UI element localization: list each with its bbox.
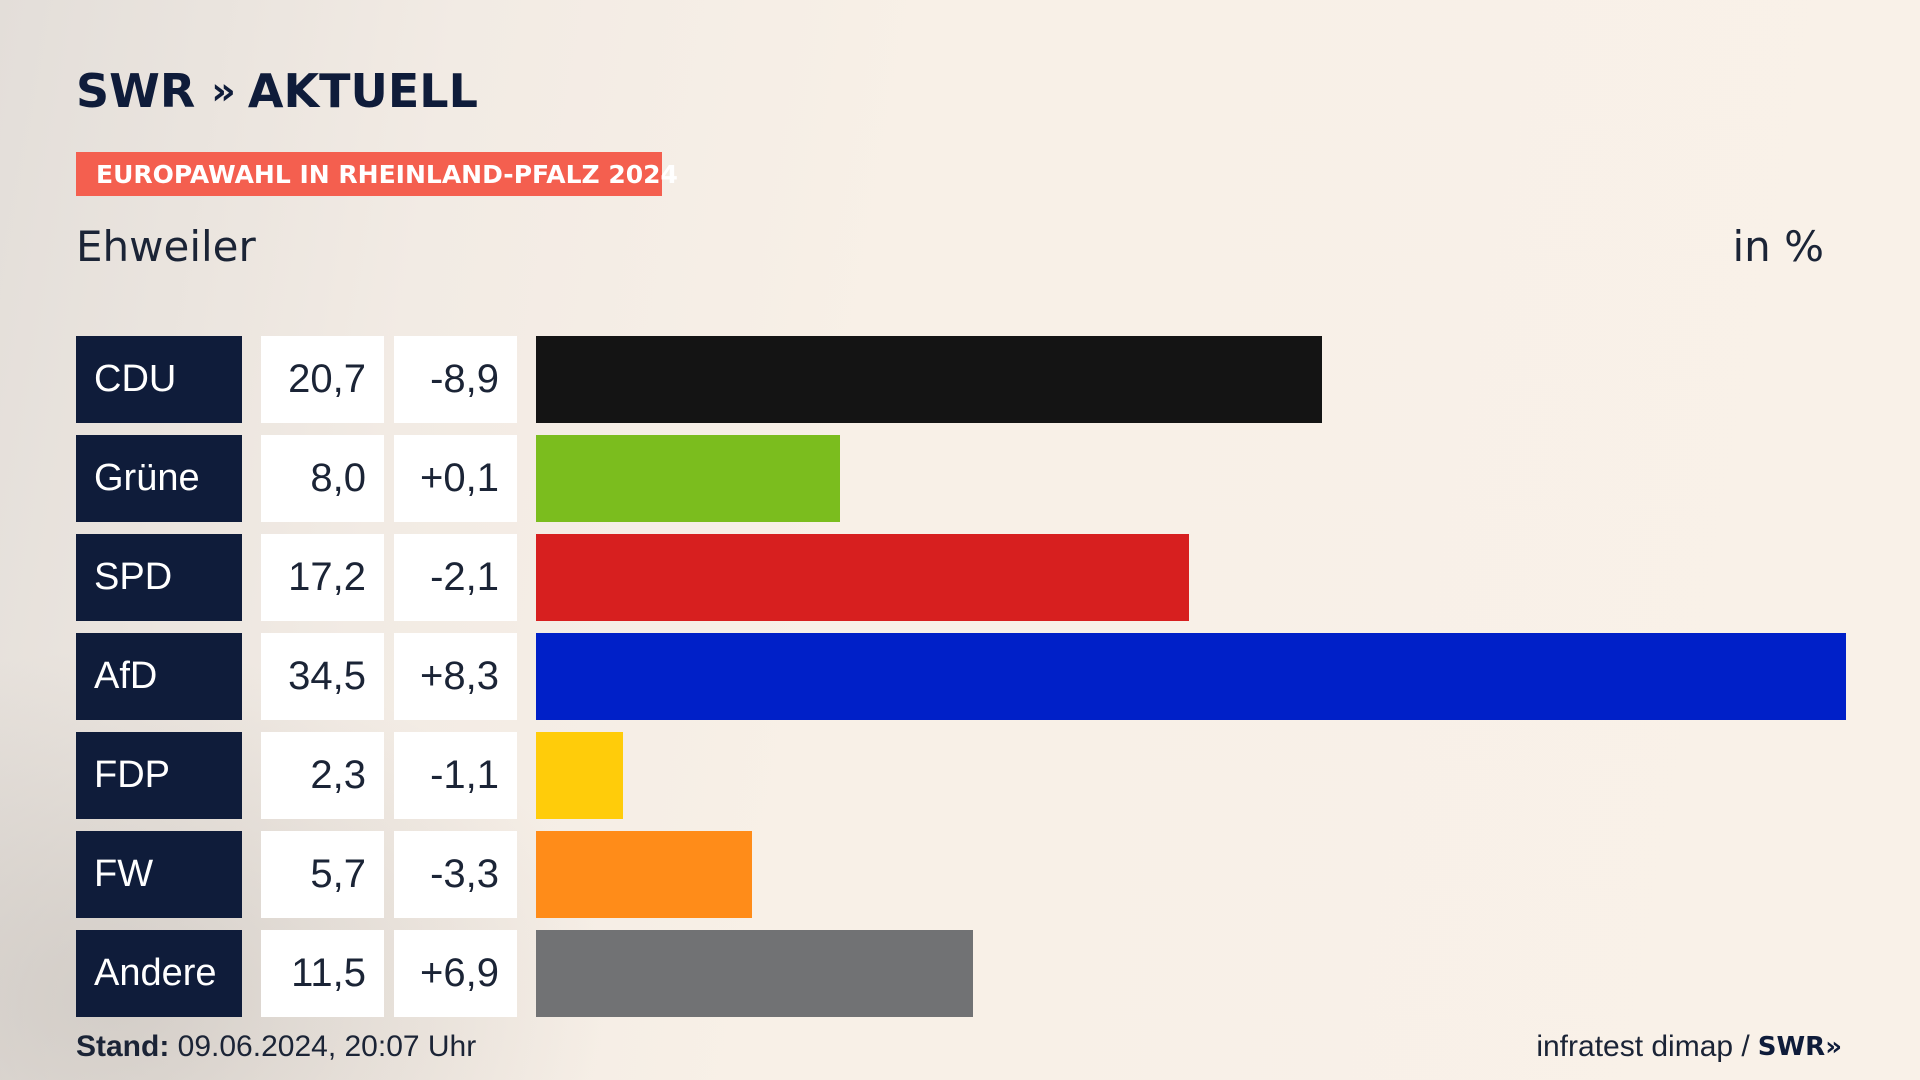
vote-share-bar: [536, 534, 1189, 621]
vote-share-bar: [536, 435, 840, 522]
logo-swr-text: SWR: [76, 64, 196, 118]
vote-share-value: 8,0: [261, 435, 384, 522]
party-row: SPD 17,2 -2,1: [76, 534, 1846, 621]
vote-share-bar: [536, 732, 623, 819]
vote-share-value: 2,3: [261, 732, 384, 819]
vote-share-value: 5,7: [261, 831, 384, 918]
vote-change-value: +0,1: [394, 435, 517, 522]
party-label: FW: [76, 831, 242, 918]
party-label: Grüne: [76, 435, 242, 522]
vote-change-value: +6,9: [394, 930, 517, 1017]
party-row: Grüne 8,0 +0,1: [76, 435, 1846, 522]
swr-mini-logo: SWR»: [1757, 1032, 1842, 1062]
swr-aktuell-logo: SWR » AKTUELL: [76, 64, 478, 118]
vote-change-value: -2,1: [394, 534, 517, 621]
vote-share-bar: [536, 336, 1322, 423]
party-row: FDP 2,3 -1,1: [76, 732, 1846, 819]
vote-change-value: -8,9: [394, 336, 517, 423]
stand-label: Stand:: [76, 1030, 170, 1063]
party-row: FW 5,7 -3,3: [76, 831, 1846, 918]
logo-chevron-icon: »: [211, 69, 235, 113]
election-tag: EUROPAWAHL IN RHEINLAND-PFALZ 2024: [76, 152, 678, 196]
vote-change-value: +8,3: [394, 633, 517, 720]
party-label: FDP: [76, 732, 242, 819]
vote-share-value: 17,2: [261, 534, 384, 621]
vote-share-bar: [536, 633, 1846, 720]
vote-share-value: 11,5: [261, 930, 384, 1017]
party-row: CDU 20,7 -8,9: [76, 336, 1846, 423]
timestamp: Stand: 09.06.2024, 20:07 Uhr: [76, 1030, 476, 1064]
party-label: CDU: [76, 336, 242, 423]
unit-label: in %: [1732, 222, 1824, 271]
stand-value: 09.06.2024, 20:07 Uhr: [177, 1030, 477, 1063]
party-label: AfD: [76, 633, 242, 720]
vote-share-value: 20,7: [261, 336, 384, 423]
party-row: AfD 34,5 +8,3: [76, 633, 1846, 720]
logo-aktuell-text: AKTUELL: [247, 64, 478, 118]
party-row: Andere 11,5 +6,9: [76, 930, 1846, 1017]
party-label: Andere: [76, 930, 242, 1017]
party-label: SPD: [76, 534, 242, 621]
vote-share-value: 34,5: [261, 633, 384, 720]
source-text: infratest dimap /: [1536, 1030, 1750, 1063]
source-credit: infratest dimap / SWR»: [1536, 1030, 1842, 1064]
vote-share-bar: [536, 831, 752, 918]
vote-share-bar: [536, 930, 973, 1017]
vote-change-value: -1,1: [394, 732, 517, 819]
municipality-title: Ehweiler: [76, 222, 256, 271]
vote-change-value: -3,3: [394, 831, 517, 918]
